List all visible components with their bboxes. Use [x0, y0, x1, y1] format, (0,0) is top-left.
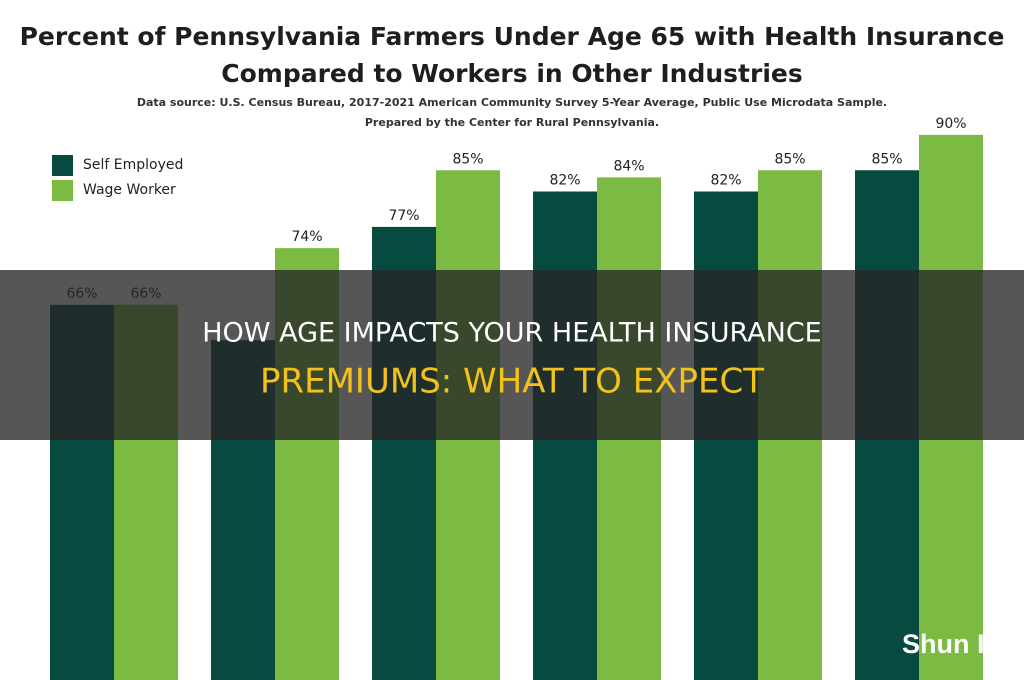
chart-title: Compared to Workers in Other Industries — [221, 59, 802, 88]
legend-swatch — [52, 180, 73, 201]
value-label: 84% — [613, 158, 644, 174]
legend-label: Self Employed — [83, 157, 183, 173]
headline: PREMIUMS: WHAT TO EXPECT — [260, 362, 764, 402]
chart-subtitle: Prepared by the Center for Rural Pennsyl… — [365, 116, 659, 129]
headline: HOW AGE IMPACTS YOUR HEALTH INSURANCE — [202, 318, 821, 349]
legend-label: Wage Worker — [83, 182, 176, 198]
value-label: 85% — [871, 151, 902, 167]
value-label: 90% — [935, 116, 966, 132]
value-label: 82% — [710, 172, 741, 188]
chart-subtitle: Data source: U.S. Census Bureau, 2017-20… — [137, 96, 887, 109]
headline-banner — [0, 270, 1024, 440]
legend-swatch — [52, 155, 73, 176]
legend: Self Employed Wage Worker — [52, 155, 183, 201]
value-label: 85% — [452, 151, 483, 167]
value-label: 77% — [388, 208, 419, 224]
watermark: Shun Ins — [902, 629, 1016, 659]
value-label: 85% — [774, 151, 805, 167]
value-label: 74% — [291, 229, 322, 245]
chart-title: Percent of Pennsylvania Farmers Under Ag… — [20, 22, 1005, 51]
value-label: 82% — [549, 172, 580, 188]
